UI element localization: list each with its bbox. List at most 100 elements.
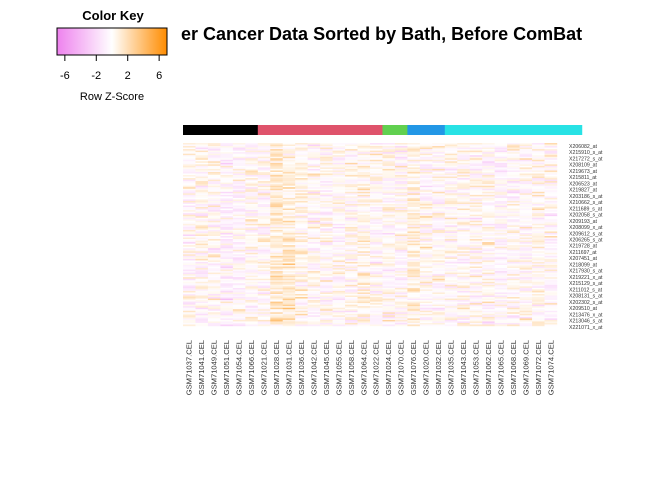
heatmap-cell [320,181,333,183]
heatmap-cell [494,167,508,170]
heatmap-cell [195,239,209,241]
heatmap-cell [232,261,246,264]
heatmap-cell [457,162,470,165]
heatmap-cell [444,240,458,243]
heatmap-cell [394,170,408,173]
heatmap-cell [207,187,221,189]
heatmap-cell [232,287,246,290]
row-label: X213046_s_at [569,319,603,325]
heatmap-cell [419,275,433,278]
column-label: GSM71049.CEL [210,340,219,395]
heatmap-cell [544,295,558,298]
heatmap-cell [544,228,558,231]
heatmap-cell [207,252,221,255]
heatmap-cell [482,193,495,196]
heatmap-cell [307,219,321,221]
heatmap-cell [532,289,545,292]
heatmap-cell [544,300,558,302]
heatmap-cell [320,310,333,313]
heatmap-cell [183,281,196,284]
heatmap-cell [220,309,234,311]
heatmap-cell [494,298,508,301]
heatmap-cell [544,240,558,243]
heatmap-cell [407,168,421,171]
heatmap-cell [183,260,196,263]
heatmap-cell [345,251,358,253]
heatmap-cell [195,301,209,304]
heatmap-cell [457,176,470,179]
heatmap-cell [245,208,258,211]
heatmap-cell [257,248,271,250]
heatmap-cell [469,208,483,211]
heatmap-cell [419,265,433,267]
heatmap-cell [345,265,358,267]
heatmap-cell [332,159,346,162]
heatmap-cell [457,245,470,247]
heatmap-cell [257,229,271,232]
heatmap-cell [207,255,221,258]
heatmap-cell [295,167,308,170]
heatmap-cell [220,223,234,226]
heatmap-cell [345,211,358,214]
heatmap-cell [220,304,234,307]
heatmap-cell [507,191,520,194]
heatmap-cell [507,170,520,173]
heatmap-cell [407,274,421,276]
heatmap-cell [444,150,458,153]
heatmap-cell [507,260,520,263]
heatmap-cell [320,304,333,307]
heatmap-cell [207,292,221,295]
heatmap-cell [295,150,308,153]
heatmap-cell [207,225,221,228]
heatmap-cell [457,318,470,321]
heatmap-cell [519,199,533,202]
heatmap-cell [345,226,358,229]
heatmap-cell [370,281,383,284]
heatmap-cell [432,175,445,177]
heatmap-cell [295,176,308,179]
heatmap-cell [207,263,221,266]
heatmap-cell [282,156,296,159]
heatmap-cell [482,286,495,289]
heatmap-cell [345,283,358,286]
heatmap-cell [457,188,470,191]
heatmap-cell [394,300,408,302]
heatmap-cell [345,194,358,197]
heatmap-cell [320,153,333,156]
heatmap-cell [332,176,346,179]
heatmap-cell [519,306,533,308]
row-label: X210662_s_at [569,200,603,206]
heatmap-cell [519,167,533,170]
heatmap-cell [370,147,383,150]
heatmap-cell [370,188,383,191]
heatmap-cell [232,187,246,189]
heatmap-cell [232,196,246,199]
heatmap-cell [519,232,533,235]
heatmap-cell [295,261,308,264]
heatmap-cell [357,261,371,264]
heatmap-cell [507,173,520,176]
heatmap-cell [544,292,558,295]
heatmap-cell [345,219,358,221]
heatmap-cell [320,242,333,244]
heatmap-cell [232,300,246,302]
heatmap-cell [507,208,520,211]
heatmap-cell [532,231,545,234]
heatmap-cell [382,179,396,182]
heatmap-cell [270,184,283,186]
heatmap-cell [345,184,358,186]
heatmap-cell [370,143,383,145]
heatmap-cell [345,161,358,164]
heatmap-cell [444,301,458,304]
heatmap-cell [282,165,296,168]
heatmap-cell [469,297,483,299]
heatmap-cell [419,143,433,145]
heatmap-cell [320,173,333,176]
heatmap-cell [307,204,321,206]
heatmap-cell [544,309,558,311]
heatmap-cell [444,226,458,229]
heatmap-cell [394,313,408,316]
heatmap-cell [232,153,246,156]
heatmap-cell [245,171,258,174]
color-key-gradient [57,28,167,55]
